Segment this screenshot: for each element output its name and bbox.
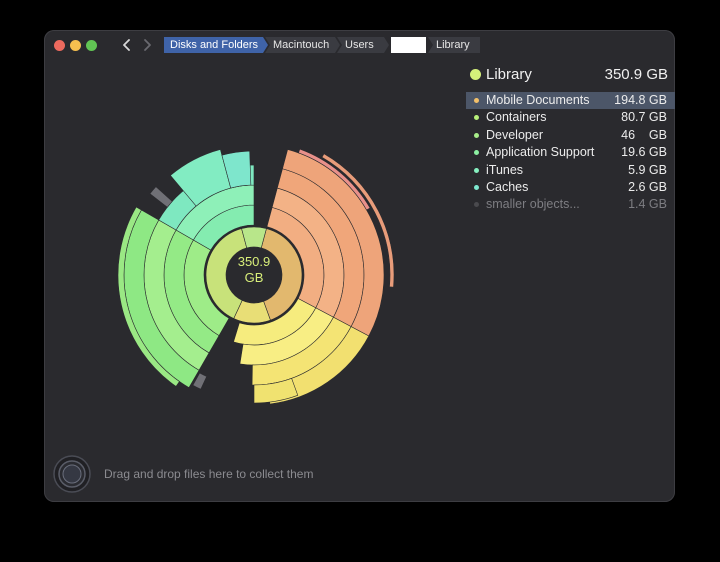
item-size: 46 GB xyxy=(621,127,667,142)
item-name: Caches xyxy=(486,179,529,194)
sunburst-segment-containers[interactable] xyxy=(117,206,180,387)
list-item[interactable]: iTunes 5.9 GB xyxy=(466,162,675,179)
color-dot-icon xyxy=(474,132,479,138)
chart-center-total: 350.9 GB xyxy=(237,254,271,285)
color-dot-icon xyxy=(474,150,479,156)
color-dot-icon xyxy=(474,184,479,190)
sunburst-segment-mobile-documents[interactable] xyxy=(260,228,303,321)
sunburst-segment-app-support-core[interactable] xyxy=(241,226,267,249)
legend-title: Library xyxy=(486,66,532,83)
list-item[interactable]: Containers 80.7 GB xyxy=(466,109,675,126)
legend-total: 350.9 GB xyxy=(604,66,668,83)
sunburst-segment-smaller-objects[interactable] xyxy=(192,372,208,390)
minimize-button[interactable] xyxy=(70,40,81,51)
item-name: Application Support xyxy=(486,145,595,160)
chevron-right-icon xyxy=(144,39,151,51)
item-name: iTunes xyxy=(486,162,524,177)
item-size: 1.4 GB xyxy=(628,197,667,212)
breadcrumb-library[interactable]: Library xyxy=(428,37,480,53)
list-item[interactable]: Developer 46 GB xyxy=(466,127,675,144)
color-dot-icon xyxy=(474,115,479,121)
breadcrumb-user-folder[interactable] xyxy=(391,37,426,53)
list-item[interactable]: Mobile Documents 194.8 GB xyxy=(466,92,675,110)
chevron-left-icon xyxy=(123,39,130,51)
list-item[interactable]: Application Support 19.6 GB xyxy=(466,144,675,161)
sunburst-segment-developer[interactable] xyxy=(253,377,299,404)
color-dot-icon xyxy=(474,167,479,173)
breadcrumb-macintouch[interactable]: Macintouch xyxy=(265,37,340,53)
app-window: Disks and Folders Macintouch Users Libra… xyxy=(44,30,675,502)
sunburst-segment-caches[interactable] xyxy=(221,150,252,189)
item-name: Developer xyxy=(486,127,543,142)
sunburst-segment-containers-core[interactable] xyxy=(205,228,248,319)
item-name: Mobile Documents xyxy=(486,93,590,107)
sunburst-segment-smaller-objects[interactable] xyxy=(149,186,173,208)
color-dot-icon xyxy=(474,98,479,103)
breadcrumb-users[interactable]: Users xyxy=(337,37,389,53)
item-size: 19.6 GB xyxy=(621,145,667,160)
sunburst-segment-mobile-documents[interactable] xyxy=(321,153,395,288)
forward-button[interactable] xyxy=(139,36,155,54)
item-size: 194.8 GB xyxy=(614,93,667,107)
sunburst-segment-mobile-documents[interactable] xyxy=(298,148,371,211)
folder-list: Mobile Documents 194.8 GB Containers 80.… xyxy=(466,92,675,214)
maximize-button[interactable] xyxy=(86,40,97,51)
item-size: 2.6 GB xyxy=(628,179,667,194)
title-bar: Disks and Folders Macintouch Users Libra… xyxy=(44,30,675,60)
item-size: 80.7 GB xyxy=(621,110,667,125)
item-name: Containers xyxy=(486,110,547,125)
legend-header: Library 350.9 GB xyxy=(470,66,668,86)
breadcrumb-disks-and-folders[interactable]: Disks and Folders xyxy=(164,37,268,53)
dropzone-hint: Drag and drop files here to collect them xyxy=(104,467,314,481)
item-size: 5.9 GB xyxy=(628,162,667,177)
folder-color-dot xyxy=(470,69,481,80)
close-button[interactable] xyxy=(54,40,65,51)
list-item[interactable]: smaller objects... 1.4 GB xyxy=(466,196,675,213)
sunburst-chart[interactable] xyxy=(104,125,404,425)
collector-icon[interactable] xyxy=(52,454,92,494)
item-name: smaller objects... xyxy=(486,197,580,212)
color-dot-icon xyxy=(474,202,479,208)
back-button[interactable] xyxy=(119,36,135,54)
list-item[interactable]: Caches 2.6 GB xyxy=(466,179,675,196)
